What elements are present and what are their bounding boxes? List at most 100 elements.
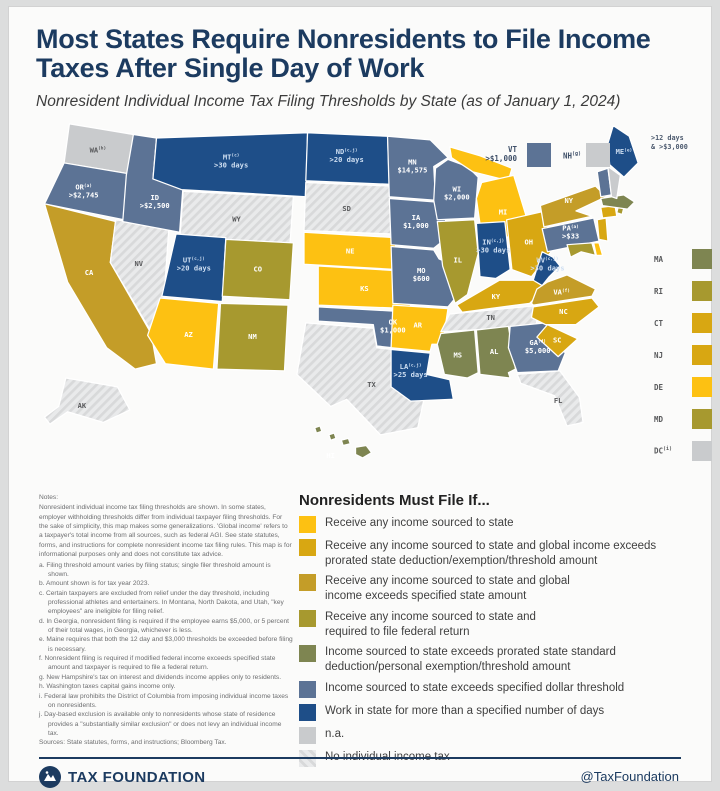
small-state-row-RI: RI [654, 281, 712, 301]
state-DE [593, 242, 604, 256]
footer-divider [39, 757, 681, 759]
state-MS [436, 329, 479, 379]
notes-intro-line: Notes: [39, 494, 59, 501]
state-NY [539, 185, 607, 228]
notes-block: Notes: Nonresident individual income tax … [39, 493, 293, 748]
legend-item-no_tax: No individual income tax [299, 749, 699, 767]
state-FL [516, 370, 584, 427]
label-ND: ND(c,j) >20 days [330, 146, 364, 164]
state-CO [221, 238, 294, 301]
legend-item-days: Work in state for more than a specified … [299, 703, 699, 721]
label-AR: AR [413, 320, 422, 329]
small-state-row-MD: MD [654, 409, 712, 429]
footnote-line: f. Nonresident filing is required if mod… [39, 655, 276, 672]
state-NH [607, 165, 621, 200]
label-TN: TN [486, 313, 495, 322]
page-subtitle: Nonresident Individual Income Tax Filing… [36, 93, 621, 110]
footnote-line: h. Washington taxes capital gains income… [39, 683, 176, 691]
legend-swatch [299, 703, 316, 721]
legend-label: Income sourced to state exceeds prorated… [325, 646, 616, 674]
state-MN [386, 135, 449, 201]
small-state-swatch [692, 281, 712, 301]
small-states-column: MA RI CT NJ DE MD DC(i) [654, 249, 712, 461]
legend-swatch [299, 516, 316, 533]
footnote-line: e. Maine requires that both the 12 day a… [39, 636, 293, 653]
brand-name: TAX FOUNDATION [68, 768, 206, 786]
tax-foundation-logo-icon [39, 766, 61, 788]
label-OK: OK $1,000 [380, 318, 406, 335]
label-ID: ID >$2,500 [140, 193, 170, 210]
label-PA: PA(a) >$33 [562, 223, 579, 240]
small-state-row-MA: MA [654, 249, 712, 269]
small-state-label: RI [654, 286, 664, 296]
notes-intro-line: Nonresident individual income tax filing… [39, 504, 292, 559]
legend-list: Receive any income sourced to state Recei… [299, 516, 699, 767]
legend-item-global_prorated: Receive any income sourced to state and … [299, 539, 699, 568]
state-AR [390, 304, 449, 352]
legend: Nonresidents Must File If... Receive any… [299, 492, 699, 767]
map-svg: WA(h) OR(a) >$2,745 ID >$2,500 MT(c) >30 da… [43, 123, 639, 460]
state-SC [536, 324, 579, 358]
label-SC: SC [553, 335, 562, 344]
legend-label: Receive any income sourced to state and … [325, 540, 657, 567]
small-state-swatch [692, 377, 712, 397]
vt-callout-label: VT >$1,000 [485, 145, 517, 164]
legend-label: n.a. [325, 727, 345, 740]
legend-swatch [299, 680, 316, 698]
state-IN [475, 220, 511, 280]
footnote-line: c. Certain taxpayers are excluded from r… [39, 589, 284, 616]
state-AK [43, 377, 131, 425]
small-state-label: MD [654, 414, 664, 424]
legend-label: Receive any income sourced to state and … [325, 610, 536, 638]
page-title: Most States Require Nonresidents to File… [36, 24, 651, 84]
state-NJ [596, 217, 609, 242]
state-AZ [147, 297, 220, 370]
label-MN: MN $14,575 [397, 158, 427, 175]
small-state-label: NJ [654, 350, 664, 360]
legend-item-global_specified: Receive any income sourced to state and … [299, 574, 699, 603]
infographic-card: Most States Require Nonresidents to File… [8, 6, 712, 788]
label-FL: FL [554, 396, 563, 405]
state-MA [600, 194, 636, 210]
label-CO: CO [254, 264, 263, 273]
label-AK: AK [78, 401, 87, 410]
state-NM [216, 302, 289, 372]
state-NC [530, 297, 600, 326]
footnote-line: i. Federal law prohibits the District of… [39, 692, 289, 709]
small-state-row-CT: CT [654, 313, 712, 333]
legend-label: No individual income tax [325, 750, 450, 765]
label-AL: AL [490, 347, 499, 356]
legend-item-federal_return: Receive any income sourced to state and … [299, 609, 699, 639]
label-MI: MI [499, 207, 508, 216]
label-VA: VA(f) [553, 287, 570, 296]
state-HI [340, 437, 351, 447]
state-HI [354, 444, 373, 459]
state-WV [532, 251, 561, 287]
legend-label: Income sourced to state exceeds specifie… [325, 681, 625, 694]
nh-callout-swatch [586, 143, 610, 167]
label-MO: MO $600 [413, 266, 430, 283]
legend-swatch [299, 539, 316, 556]
brand: TAX FOUNDATION [39, 766, 206, 788]
small-state-label: DE [654, 382, 664, 392]
label-LA: LA(c,j) >25 days [394, 361, 428, 379]
label-TX: TX [367, 380, 376, 389]
label-MT: MT(c) >30 days [214, 152, 248, 169]
legend-label: Receive any income sourced to state and … [325, 575, 570, 603]
label-SD: SD [342, 204, 351, 213]
label-WI: WI $2,000 [444, 184, 470, 201]
state-HI [328, 432, 337, 441]
small-state-label: DC(i) [654, 446, 673, 456]
legend-swatch [299, 645, 316, 663]
label-IN: IN(c,j) >30 days [476, 237, 510, 255]
legend-item-dollar: Income sourced to state exceeds specifie… [299, 680, 699, 698]
small-state-swatch [692, 345, 712, 365]
legend-label: Work in state for more than a specified … [325, 704, 605, 717]
us-choropleth-map: WA(h) OR(a) >$2,745 ID >$2,500 MT(c) >30 da… [25, 111, 647, 485]
label-ME: ME(e) [616, 147, 633, 156]
label-CA: CA [85, 268, 94, 277]
label-MS: MS [453, 351, 462, 360]
state-shapes [43, 123, 639, 459]
label-OH: OH [525, 238, 534, 247]
state-labels: WA(h) OR(a) >$2,745 ID >$2,500 MT(c) >30 da… [69, 145, 632, 460]
